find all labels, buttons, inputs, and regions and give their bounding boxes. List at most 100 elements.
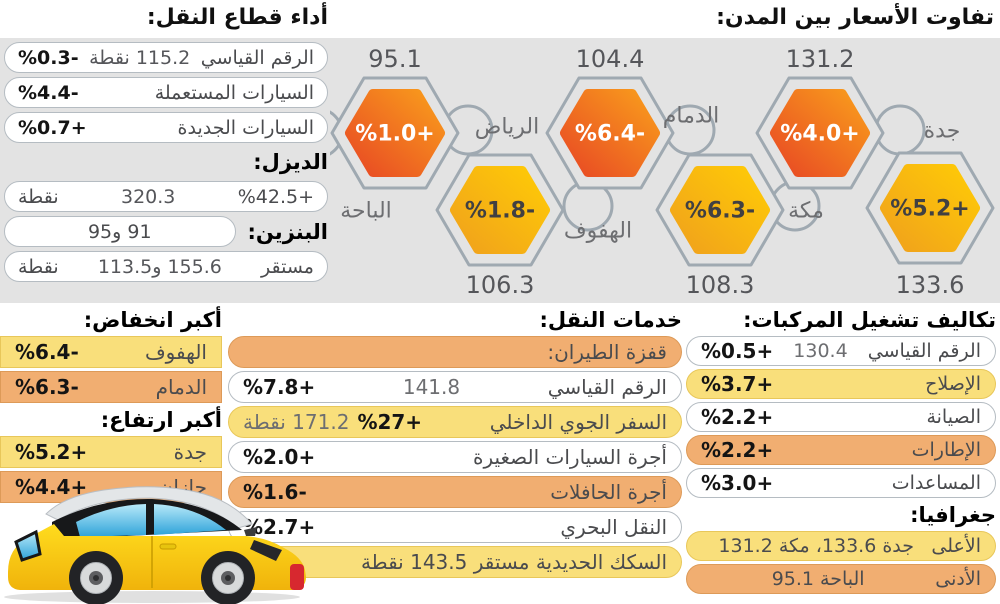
costs-row-tires: الإطارات %2.2+	[686, 435, 996, 465]
row-change-value: %3.0+	[701, 471, 774, 495]
transport-performance-panel: الرقم القياسي 115.2 نقطة %0.3- السيارات …	[4, 42, 328, 286]
diesel-index: 320.3	[120, 185, 176, 208]
section-title-city-prices: تفاوت الأسعار بين المدن:	[716, 5, 994, 30]
row-extra-value: 171.2 نقطة	[243, 410, 350, 434]
car-front-bumper	[290, 564, 304, 590]
row-label: الإصلاح	[925, 373, 981, 395]
row-label: أجرة السيارات الصغيرة	[472, 445, 667, 469]
row-label: الهفوف	[144, 340, 207, 364]
section-title-transport-performance: أداء قطاع النقل:	[146, 5, 328, 30]
car-shadow	[4, 591, 300, 603]
hexagon-hofuf	[545, 76, 675, 190]
car-front-window	[154, 504, 226, 535]
services-title: خدمات النقل:	[539, 308, 682, 332]
row-value: الباحة 95.1	[771, 568, 865, 590]
petrol-types-pill: 91 و95	[4, 216, 236, 247]
decline-rise-column: أكبر انخفاض: الهفوف %6.4- الدمام %6.3- أ…	[0, 306, 222, 506]
services-row-domestic-air: السفر الجوي الداخلي %27+ 171.2 نقطة	[228, 406, 682, 438]
costs-row-index: الرقم القياسي 130.4 %0.5+	[686, 336, 996, 366]
row-label: الإطارات	[911, 439, 981, 461]
decline-row-hofuf: الهفوف %6.4-	[0, 336, 222, 368]
row-label: الأدنى	[935, 568, 981, 590]
performance-row-used-cars: السيارات المستعملة %4.4-	[4, 77, 328, 108]
vehicle-costs-column: تكاليف تشغيل المركبات: الرقم القياسي 130…	[686, 306, 996, 597]
row-change-value: %5.2+	[15, 440, 88, 464]
car-mirror	[244, 527, 257, 536]
row-mid-value: 130.4	[793, 340, 848, 362]
row-label: السيارات الجديدة	[177, 116, 314, 139]
petrol-status: مستقر	[261, 255, 314, 278]
petrol-subheader: البنزين:	[247, 219, 328, 244]
diesel-row: %42.5+ 320.3 نقطة	[4, 181, 328, 212]
taxi-car-illustration	[4, 486, 306, 604]
hexagon-riyadh	[435, 153, 565, 267]
row-change-value: %6.4-	[15, 340, 79, 364]
row-label: الصيانة	[926, 406, 981, 428]
row-change-value: %4.4+	[15, 475, 88, 499]
geography-row-lowest: الأدنى الباحة 95.1	[686, 564, 996, 594]
connector-circle	[874, 104, 926, 156]
row-mid-value: 115.2 نقطة	[89, 46, 191, 69]
city-price-hexagons	[330, 76, 995, 267]
row-change-value: %7.8+	[243, 375, 316, 399]
row-label: الرقم القياسي	[547, 375, 667, 399]
geography-title: جغرافيا:	[910, 503, 996, 527]
petrol-types: 91 و95	[87, 220, 152, 243]
hexagon-dammam	[655, 153, 785, 267]
row-label: أجرة الحافلات	[550, 480, 667, 504]
performance-row-new-cars: السيارات الجديدة %0.7+	[4, 112, 328, 143]
row-change-value: %2.2+	[701, 438, 774, 462]
front-wheel-center	[225, 575, 231, 581]
rise-title: أكبر ارتفاع:	[100, 408, 222, 432]
services-row-index: الرقم القياسي 141.8 %7.8+	[228, 371, 682, 403]
row-change-value: %0.3-	[18, 46, 79, 69]
petrol-row: مستقر 155.6 و113.5 نقطة	[4, 251, 328, 282]
row-value: جدة 133.6، مكة 131.2	[718, 535, 915, 557]
row-change-value: %3.7+	[701, 372, 774, 396]
row-mid-value: 141.8	[402, 375, 461, 399]
diesel-unit: نقطة	[18, 185, 59, 208]
decline-title: أكبر انخفاض:	[83, 308, 222, 332]
connector-circle	[664, 104, 716, 156]
performance-row-index: الرقم القياسي 115.2 نقطة %0.3-	[4, 42, 328, 73]
costs-row-shock-absorbers: المساعدات %3.0+	[686, 468, 996, 498]
rise-row-jeddah: جدة %5.2+	[0, 436, 222, 468]
car-door-handle	[159, 543, 177, 550]
petrol-unit: نقطة	[18, 255, 59, 278]
car-rear-window	[76, 504, 146, 537]
row-change-value: %6.3-	[15, 375, 79, 399]
services-row-bus-fare: أجرة الحافلات %1.6-	[228, 476, 682, 508]
geography-row-highest: الأعلى جدة 133.6، مكة 131.2	[686, 531, 996, 561]
hexagon-jeddah	[865, 151, 995, 265]
services-row-aviation-note: قفزة الطيران:	[228, 336, 682, 368]
decline-row-dammam: الدمام %6.3-	[0, 371, 222, 403]
row-label: النقل البحري	[560, 515, 667, 539]
hexagon-mecca	[755, 76, 885, 190]
diesel-change: %42.5+	[237, 185, 314, 208]
row-change-value: %1.6-	[243, 480, 307, 504]
car-roof	[45, 486, 253, 529]
rear-wheel-center	[93, 575, 99, 581]
row-label: جدة	[173, 440, 207, 464]
row-label: الرقم القياسي	[867, 340, 981, 362]
costs-title: تكاليف تشغيل المركبات:	[743, 308, 996, 332]
row-label: السيارات المستعملة	[154, 81, 314, 104]
row-label: المساعدات	[891, 472, 981, 494]
petrol-header-line: البنزين: 91 و95	[4, 216, 328, 247]
row-change-value: %2.2+	[701, 405, 774, 429]
services-row-small-car-fare: أجرة السيارات الصغيرة %2.0+	[228, 441, 682, 473]
row-change-value: %27+	[357, 410, 423, 434]
car-quarter-window	[14, 529, 42, 562]
row-change-value: %0.7+	[18, 116, 87, 139]
petrol-values: 155.6 و113.5	[97, 255, 222, 278]
row-label: قفزة الطيران:	[547, 340, 667, 364]
row-label: الدمام	[155, 375, 207, 399]
row-label: السكك الحديدية مستقر 143.5 نقطة	[360, 550, 667, 574]
row-change-value: %0.5+	[701, 339, 774, 363]
row-change-value: %4.4-	[18, 81, 79, 104]
car-headlight	[250, 540, 282, 561]
services-row-sea-transport: النقل البحري %2.7+	[228, 511, 682, 543]
row-label: الرقم القياسي	[200, 46, 314, 69]
costs-row-repair: الإصلاح %3.7+	[686, 369, 996, 399]
